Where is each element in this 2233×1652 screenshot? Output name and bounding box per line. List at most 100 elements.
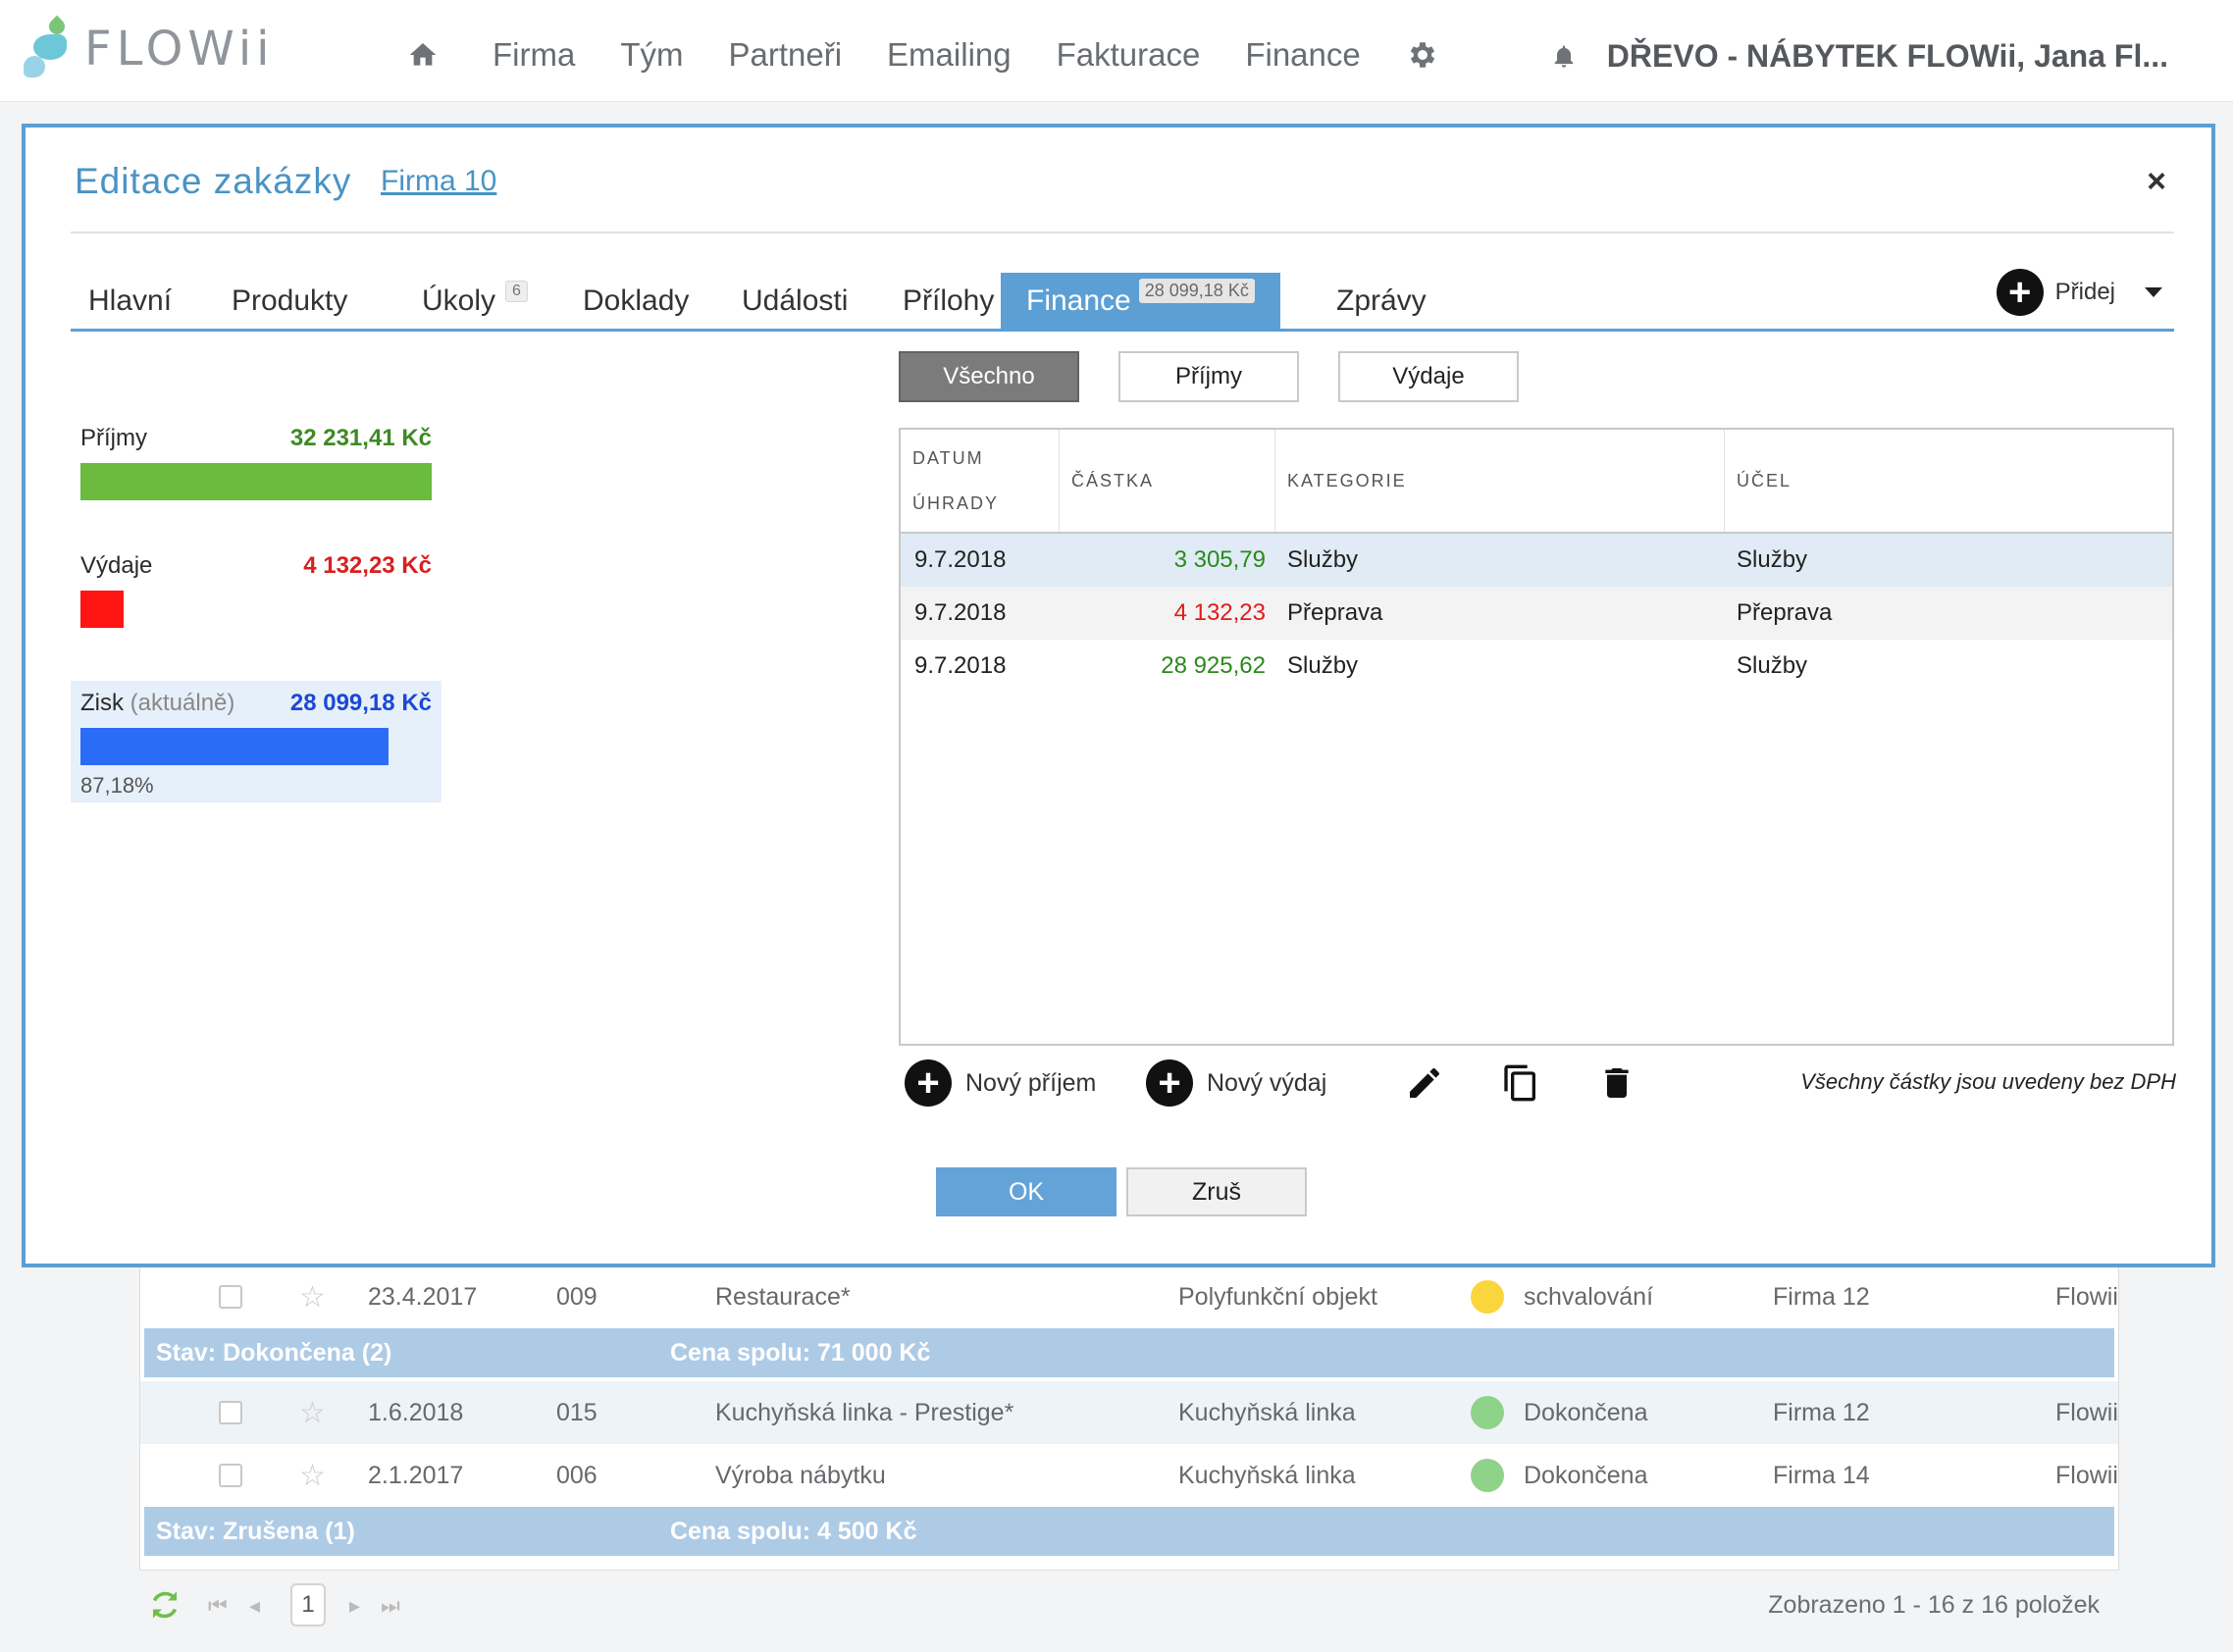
cell-amount: 28 925,62 <box>1161 652 1266 679</box>
finance-table: DATUM ÚHRADY ČÁSTKA KATEGORIE ÚČEL 9.7.2… <box>899 428 2174 1046</box>
cell-category: Služby <box>1287 546 1359 573</box>
nav-item-finance[interactable]: Finance <box>1245 36 1361 73</box>
company-name[interactable]: DŘEVO - NÁBYTEK FLOWii, Jana Fl... <box>1606 37 2168 74</box>
edit-order-modal: Editace zakázky Firma 10 × Hlavní Produk… <box>22 124 2215 1267</box>
cancel-button[interactable]: Zruš <box>1126 1167 1307 1216</box>
cell-category: Přeprava <box>1287 599 1383 626</box>
group-row-done[interactable]: Stav: Dokončena (2) Cena spolu: 71 000 K… <box>144 1328 2114 1377</box>
page-number[interactable]: 1 <box>290 1583 326 1626</box>
tab-finance[interactable]: Finance 28 099,18 Kč <box>1001 273 1280 329</box>
filter-all-button[interactable]: Všechno <box>899 351 1079 402</box>
header-date[interactable]: DATUM ÚHRADY <box>901 430 1060 532</box>
cell-name: Restaurace* <box>715 1282 851 1311</box>
refresh-icon[interactable] <box>147 1587 182 1623</box>
modal-company-link[interactable]: Firma 10 <box>381 165 497 197</box>
main-nav: Firma Tým Partneři Emailing Fakturace Fi… <box>406 27 1439 82</box>
tab-bar: Hlavní Produkty Úkoly 6 Doklady Události … <box>71 269 2174 332</box>
vat-note: Všechny částky jsou uvedeny bez DPH <box>1800 1069 2176 1094</box>
header-category[interactable]: KATEGORIE <box>1275 430 1725 532</box>
header-label: DATUM <box>912 448 984 468</box>
cell-purpose: Přeprava <box>1737 599 1833 626</box>
copy-button[interactable] <box>1501 1056 1540 1110</box>
cell-name: Kuchyňská linka - Prestige* <box>715 1398 1014 1426</box>
cell-type: Kuchyňská linka <box>1178 1398 1356 1426</box>
nav-item-fakturace[interactable]: Fakturace <box>1056 36 1201 73</box>
chevron-down-icon <box>2145 287 2162 297</box>
group-price: Cena spolu: 4 500 Kč <box>670 1517 917 1545</box>
nav-item-emailing[interactable]: Emailing <box>887 36 1012 73</box>
trash-icon <box>1605 1068 1629 1098</box>
cell-number: 009 <box>556 1282 597 1311</box>
group-price: Cena spolu: 71 000 Kč <box>670 1338 931 1367</box>
delete-button[interactable] <box>1597 1056 1636 1110</box>
star-icon[interactable]: ☆ <box>299 1396 326 1429</box>
income-label: Příjmy <box>80 425 147 451</box>
edit-button[interactable] <box>1405 1056 1444 1110</box>
first-page-icon[interactable]: ⏮ <box>208 1593 228 1618</box>
checkbox[interactable] <box>219 1401 242 1424</box>
new-income-button[interactable]: + Nový příjem <box>905 1056 1096 1110</box>
row-checkbox[interactable] <box>219 1265 242 1328</box>
profit-note: (aktuálně) <box>130 690 235 716</box>
table-row[interactable]: 9.7.2018 3 305,79 Služby Služby <box>901 534 2172 587</box>
last-page-icon[interactable]: ⏭ <box>381 1593 400 1618</box>
cell-date: 9.7.2018 <box>914 599 1007 626</box>
checkbox[interactable] <box>219 1464 242 1487</box>
prev-page-icon[interactable]: ◂ <box>249 1593 261 1618</box>
copy-icon <box>1504 1064 1535 1102</box>
header-label: ÚČEL <box>1737 470 1792 490</box>
ok-button[interactable]: OK <box>936 1167 1116 1216</box>
checkbox[interactable] <box>219 1285 242 1309</box>
header-purpose[interactable]: ÚČEL <box>1725 430 2172 532</box>
next-page-icon[interactable]: ▸ <box>349 1593 361 1618</box>
cell-date: 1.6.2018 <box>368 1398 464 1426</box>
star-icon[interactable]: ☆ <box>299 1280 326 1314</box>
app-logo[interactable]: FLOWii <box>24 15 275 80</box>
tab-label: Finance <box>1026 284 1131 317</box>
new-expense-button[interactable]: + Nový výdaj <box>1146 1056 1326 1110</box>
nav-item-partneri[interactable]: Partneři <box>728 36 843 73</box>
table-row[interactable]: ☆ 23.4.2017 009 Restaurace* Polyfunkční … <box>140 1265 2118 1328</box>
task-count-badge: 6 <box>505 280 528 302</box>
background-orders-table: ☆ 23.4.2017 009 Restaurace* Polyfunkční … <box>139 1265 2119 1571</box>
bell-icon[interactable] <box>1550 40 1578 72</box>
table-row[interactable]: 9.7.2018 28 925,62 Služby Služby <box>901 640 2172 693</box>
income-summary: Příjmy 32 231,41 Kč <box>71 422 441 500</box>
gear-icon[interactable] <box>1406 38 1439 72</box>
tab-zpravy[interactable]: Zprávy <box>1336 273 1427 329</box>
group-row-cancelled[interactable]: Stav: Zrušena (1) Cena spolu: 4 500 Kč <box>144 1507 2114 1556</box>
star-icon[interactable]: ☆ <box>299 1459 326 1492</box>
expense-summary: Výdaje 4 132,23 Kč <box>71 549 441 628</box>
cell-number: 015 <box>556 1398 597 1426</box>
cell-category: Služby <box>1287 652 1359 679</box>
tab-produkty[interactable]: Produkty <box>232 273 347 329</box>
filter-income-button[interactable]: Příjmy <box>1118 351 1299 402</box>
cell-purpose: Služby <box>1737 652 1808 679</box>
tab-prilohy[interactable]: Přílohy <box>903 273 994 329</box>
cell-type: Kuchyňská linka <box>1178 1461 1356 1489</box>
nav-item-tym[interactable]: Tým <box>620 36 684 73</box>
pager-info: Zobrazeno 1 - 16 z 16 položek <box>1768 1591 2100 1619</box>
tab-doklady[interactable]: Doklady <box>583 273 689 329</box>
tab-label: Hlavní <box>88 284 173 317</box>
nav-item-firma[interactable]: Firma <box>493 36 576 73</box>
plus-icon: + <box>905 1059 952 1107</box>
cell-amount: 3 305,79 <box>1173 546 1266 573</box>
table-row[interactable]: ☆ 2.1.2017 006 Výroba nábytku Kuchyňská … <box>140 1444 2118 1507</box>
tab-ukoly[interactable]: Úkoly 6 <box>422 273 528 329</box>
close-icon[interactable]: × <box>2147 163 2166 200</box>
add-dropdown[interactable]: + Přidej <box>1996 265 2162 320</box>
plus-icon: + <box>1996 269 2044 316</box>
table-row[interactable]: 9.7.2018 4 132,23 Přeprava Přeprava <box>901 587 2172 640</box>
plus-icon: + <box>1146 1059 1193 1107</box>
header-label: KATEGORIE <box>1287 470 1407 490</box>
pending-status-icon <box>1471 1280 1504 1314</box>
tab-udalosti[interactable]: Události <box>742 273 848 329</box>
home-icon[interactable] <box>406 39 440 71</box>
filter-expense-button[interactable]: Výdaje <box>1338 351 1519 402</box>
profit-label: Zisk <box>80 690 124 716</box>
cell-owner: Flowii <box>2055 1282 2118 1311</box>
header-amount[interactable]: ČÁSTKA <box>1060 430 1275 532</box>
table-row[interactable]: ☆ 1.6.2018 015 Kuchyňská linka - Prestig… <box>140 1381 2118 1444</box>
tab-hlavni[interactable]: Hlavní <box>88 273 172 329</box>
